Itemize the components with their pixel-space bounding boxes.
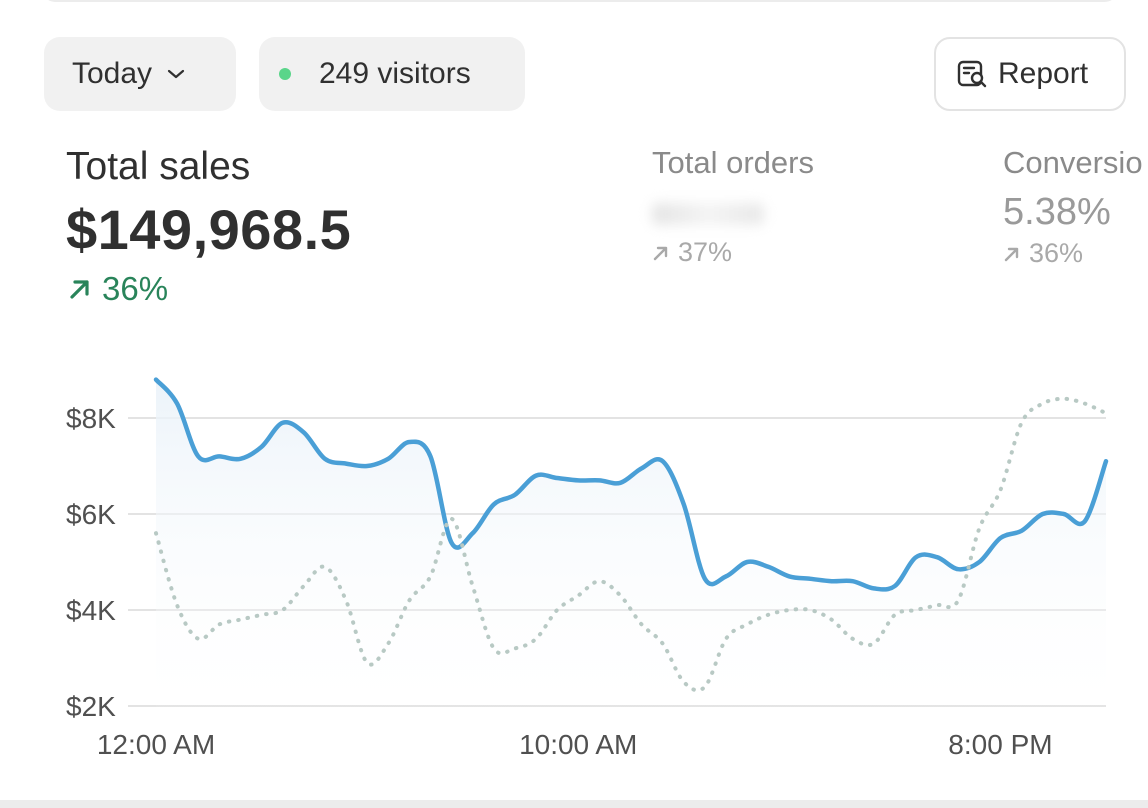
live-status-dot-icon <box>279 68 291 80</box>
chevron-down-icon <box>166 67 186 81</box>
total-sales-change: 36% <box>66 270 351 308</box>
y-tick-label: $2K <box>66 691 116 722</box>
y-tick-label: $8K <box>66 403 116 434</box>
conversion-label: Conversio <box>1003 145 1143 180</box>
primary-area-fill <box>156 379 1106 730</box>
chart-series <box>153 377 1109 693</box>
x-tick-label: 12:00 AM <box>97 729 215 760</box>
conversion-change: 36% <box>1003 238 1143 269</box>
conversion-change-value: 36% <box>1029 238 1084 268</box>
metric-total-sales[interactable]: Total sales $149,968.5 36% <box>66 145 351 308</box>
report-label: Report <box>998 57 1089 90</box>
x-tick-label: 10:00 AM <box>519 729 637 760</box>
metric-total-orders[interactable]: Total orders 37% <box>652 145 814 268</box>
x-tick-label: 8:00 PM <box>948 729 1052 760</box>
date-range-selector[interactable]: Today <box>44 37 236 111</box>
arrow-up-right-icon <box>1003 245 1021 263</box>
bottom-divider <box>0 800 1148 808</box>
total-orders-change: 37% <box>652 237 814 268</box>
total-sales-change-value: 36% <box>102 270 169 307</box>
visitors-count: 249 visitors <box>319 57 471 90</box>
total-orders-value-blurred <box>652 203 764 225</box>
total-sales-label: Total sales <box>66 145 251 188</box>
total-sales-value: $149,968.5 <box>66 198 352 261</box>
report-search-icon <box>956 57 990 91</box>
series-line-current <box>153 377 1109 592</box>
series-line-comparison <box>154 396 1108 693</box>
y-tick-label: $4K <box>66 595 116 626</box>
report-button[interactable]: Report <box>934 37 1126 111</box>
total-orders-label: Total orders <box>652 145 814 180</box>
sales-line-chart[interactable]: $2K $4K $6K $8K 12:00 AM 10:00 AM 8:00 PM <box>0 340 1148 770</box>
y-axis-labels: $2K $4K $6K $8K <box>66 403 116 722</box>
date-range-label: Today <box>72 57 153 90</box>
arrow-up-right-icon <box>652 244 670 262</box>
x-axis-labels: 12:00 AM 10:00 AM 8:00 PM <box>97 729 1053 760</box>
y-tick-label: $6K <box>66 499 116 530</box>
arrow-up-right-icon <box>66 275 94 303</box>
total-orders-change-value: 37% <box>678 237 733 267</box>
chart-area-fill <box>156 379 1106 730</box>
metric-conversion-rate[interactable]: Conversio 5.38% 36% <box>1003 145 1143 269</box>
conversion-value: 5.38% <box>1003 191 1111 233</box>
live-visitors-badge[interactable]: 249 visitors <box>259 37 525 111</box>
card-top-edge <box>40 0 1120 2</box>
